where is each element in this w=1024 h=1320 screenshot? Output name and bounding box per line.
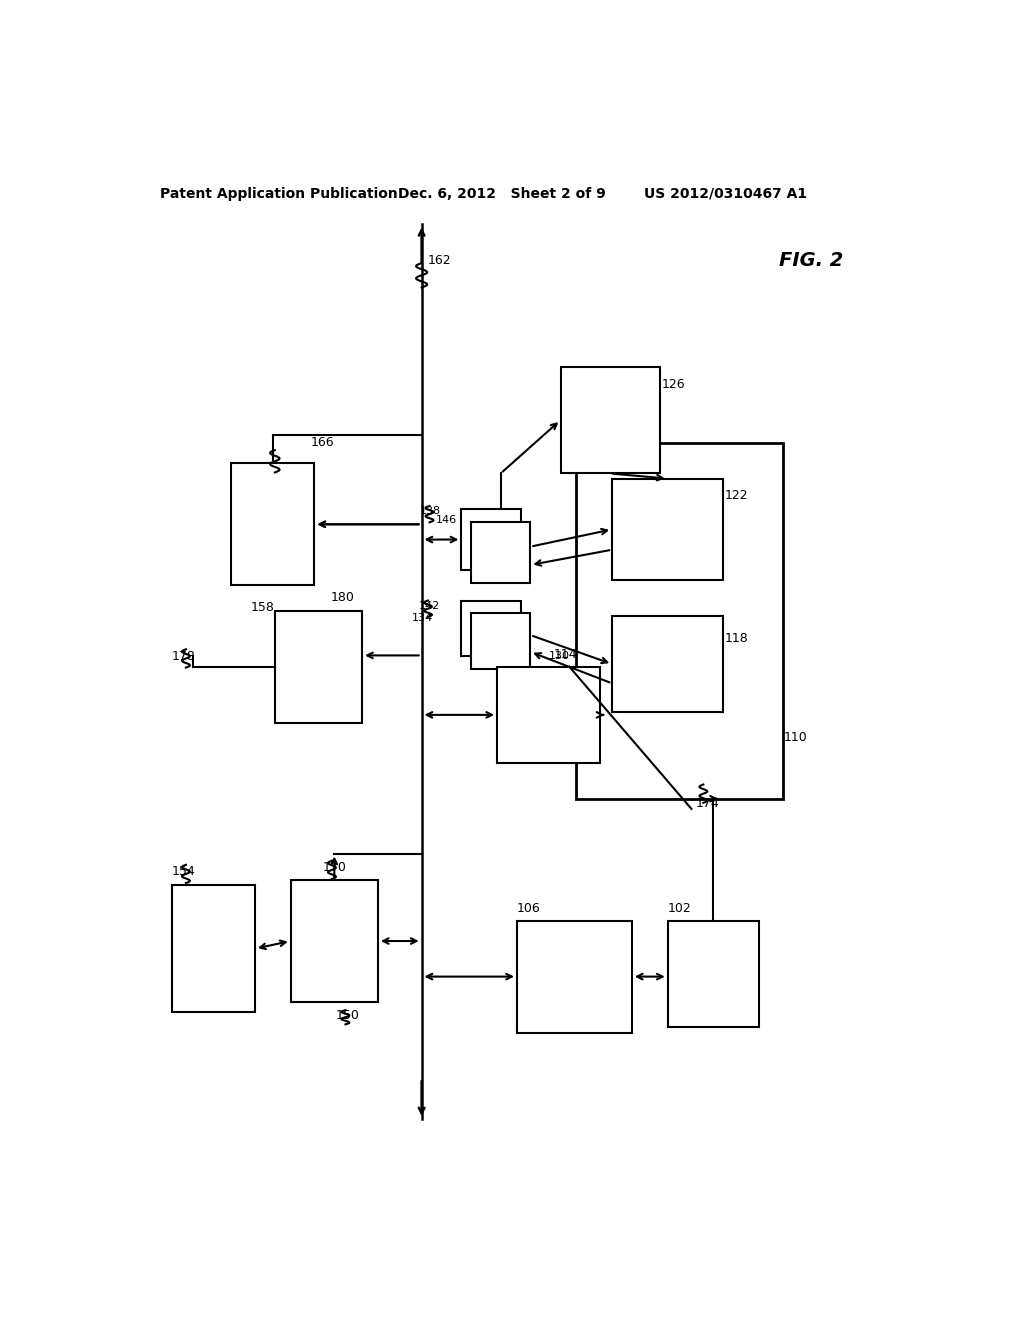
Bar xyxy=(461,601,521,656)
Text: 114: 114 xyxy=(553,648,577,661)
Text: 154: 154 xyxy=(172,866,196,878)
Bar xyxy=(274,611,362,722)
Bar xyxy=(461,510,521,570)
Bar xyxy=(517,921,632,1032)
Text: 170: 170 xyxy=(323,862,346,874)
Text: Patent Application Publication: Patent Application Publication xyxy=(160,187,397,201)
Text: 118: 118 xyxy=(725,632,749,644)
Text: FIG. 2: FIG. 2 xyxy=(778,251,843,269)
Text: 150: 150 xyxy=(336,1008,359,1022)
Text: 162: 162 xyxy=(428,253,452,267)
Text: 142: 142 xyxy=(419,601,439,611)
Text: 122: 122 xyxy=(725,490,749,503)
Text: 158: 158 xyxy=(251,601,274,614)
Bar xyxy=(231,463,314,585)
Text: US 2012/0310467 A1: US 2012/0310467 A1 xyxy=(644,187,807,201)
Text: 180: 180 xyxy=(331,591,355,605)
Bar xyxy=(172,886,255,1012)
Bar xyxy=(471,523,530,583)
Text: 126: 126 xyxy=(662,378,685,391)
Text: 146: 146 xyxy=(436,515,457,525)
Text: 102: 102 xyxy=(668,902,691,915)
Text: 110: 110 xyxy=(783,731,807,744)
Text: 130: 130 xyxy=(549,652,569,661)
Bar xyxy=(291,880,378,1002)
Bar xyxy=(497,667,600,763)
Bar xyxy=(471,612,530,669)
Text: 178: 178 xyxy=(172,649,196,663)
Bar xyxy=(612,615,723,713)
Text: 166: 166 xyxy=(310,437,334,450)
Text: 106: 106 xyxy=(517,902,541,915)
Bar xyxy=(668,921,759,1027)
Text: 174: 174 xyxy=(695,797,719,810)
Bar xyxy=(560,367,659,474)
Text: Dec. 6, 2012   Sheet 2 of 9: Dec. 6, 2012 Sheet 2 of 9 xyxy=(397,187,605,201)
Text: 138: 138 xyxy=(420,506,441,516)
Text: 134: 134 xyxy=(412,612,433,623)
Bar xyxy=(612,479,723,581)
Bar xyxy=(577,444,782,799)
